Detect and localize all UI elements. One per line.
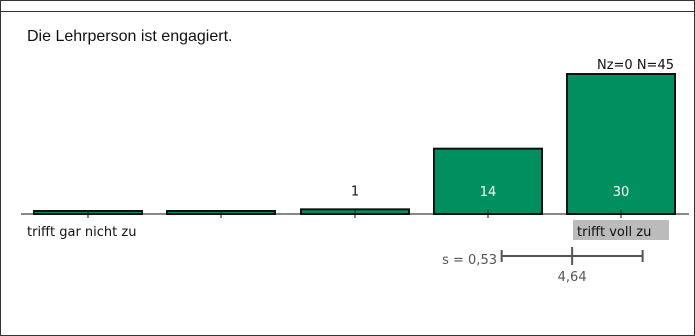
data-label-5: 30	[613, 185, 630, 200]
data-label-3: 1	[351, 184, 359, 199]
right-anchor-highlight	[573, 220, 669, 240]
bar-4	[433, 147, 543, 216]
left-anchor-label: trifft gar nicht zu	[27, 225, 136, 240]
sd-marker	[500, 247, 644, 265]
sd-label: s = 0,53	[442, 253, 497, 268]
right-anchor-label: trifft voll zu	[577, 225, 651, 240]
stats-label: Nz=0 N=45	[597, 58, 674, 73]
data-label-4: 14	[480, 185, 497, 200]
top-divider	[1, 11, 694, 12]
chart-title: Die Lehrperson ist engagiert.	[27, 28, 233, 45]
mean-label: 4,64	[558, 270, 587, 285]
